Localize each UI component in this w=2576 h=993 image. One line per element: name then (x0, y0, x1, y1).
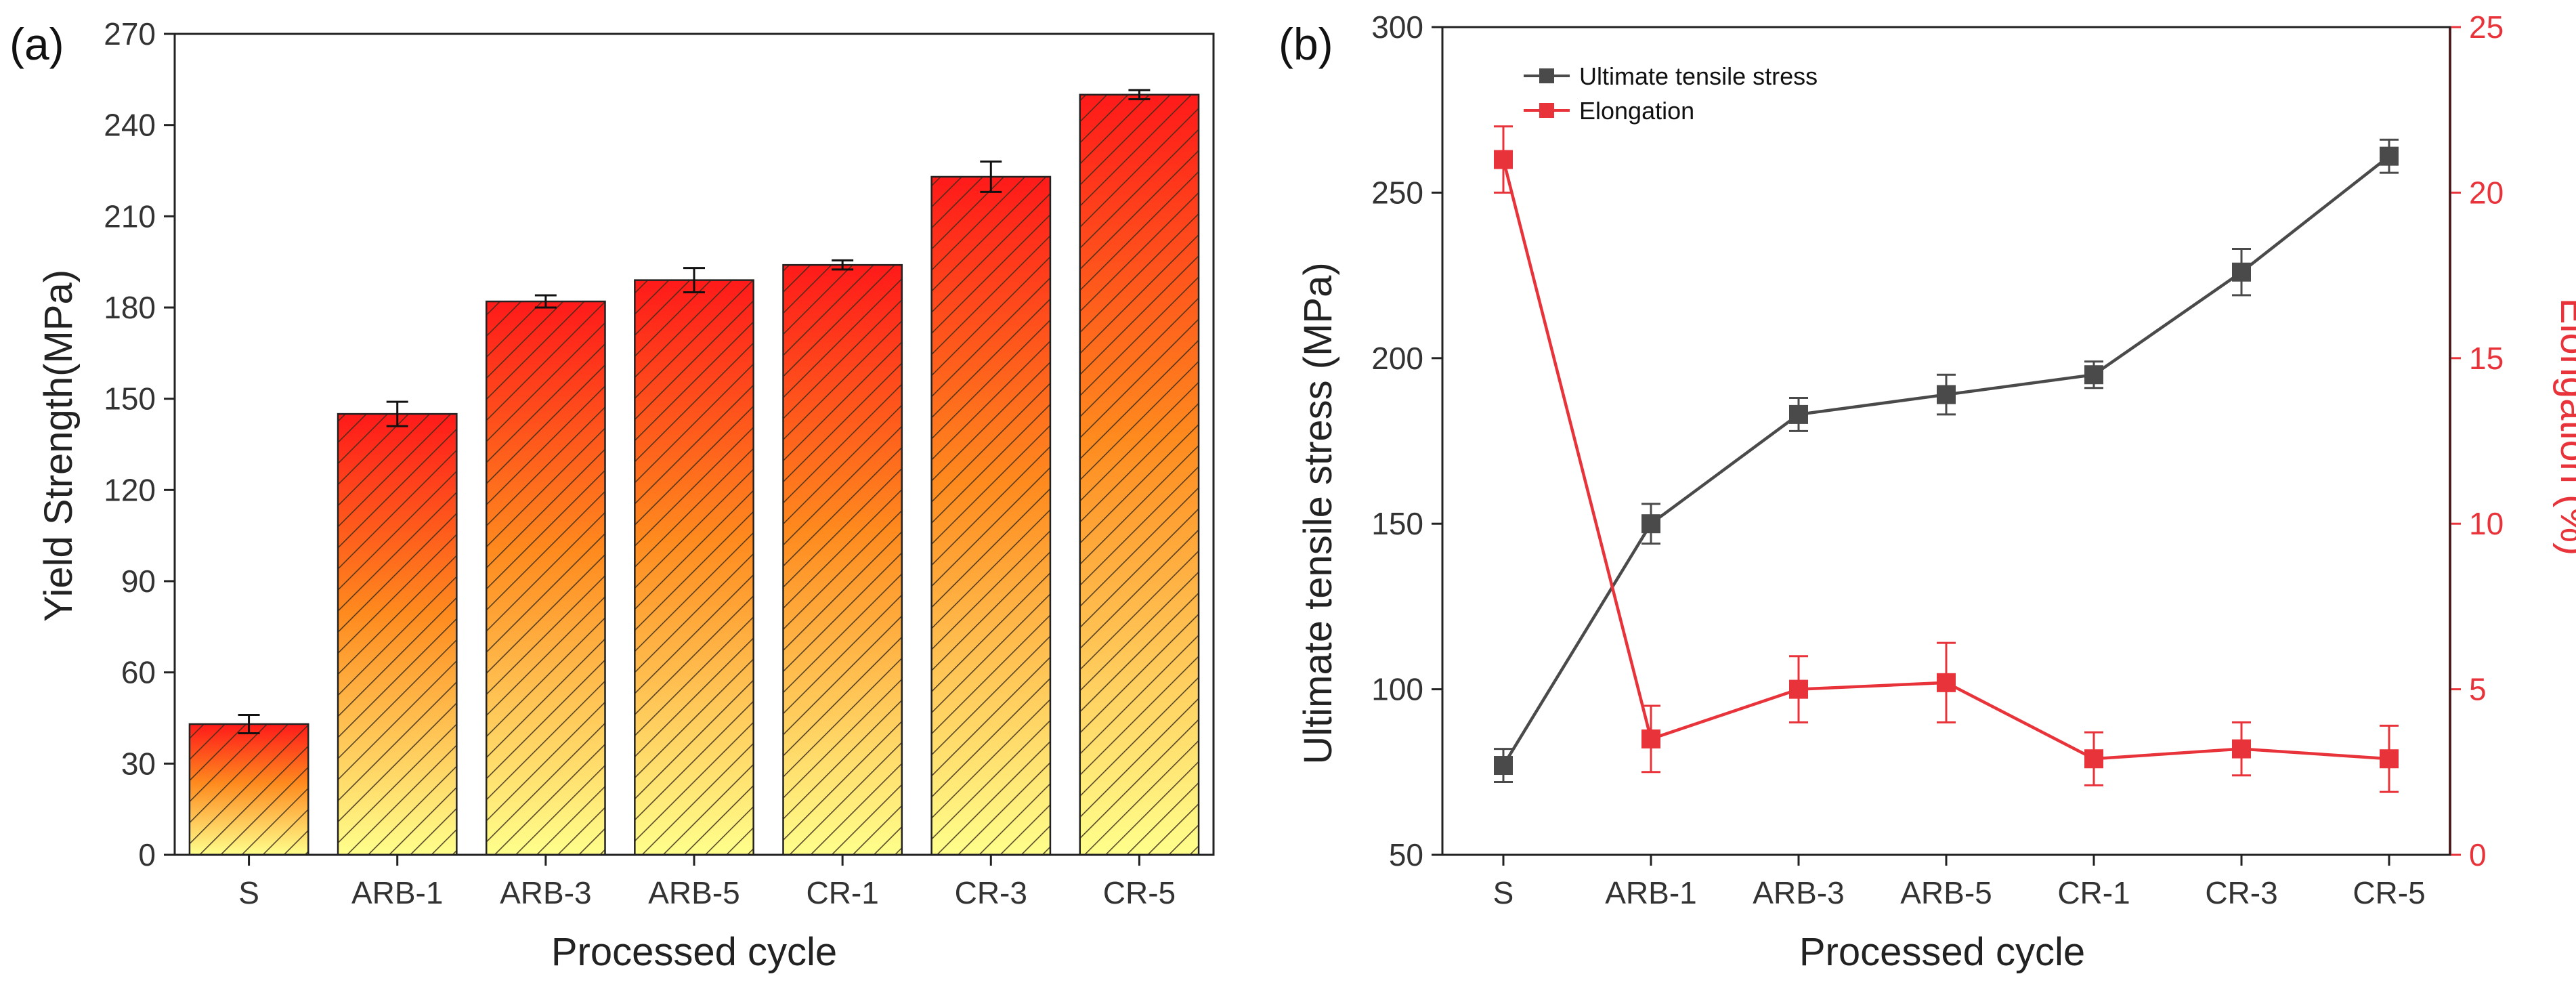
panel-b-x-tick-label: S (1493, 875, 1514, 910)
panel-a-y-tick-label: 150 (104, 381, 156, 417)
panel-b-right-tick-label: 5 (2469, 672, 2487, 707)
panel-b-x-tick-label: ARB-3 (1753, 875, 1844, 910)
panel-a-y-tick-label: 240 (104, 108, 156, 143)
panel-b-left-axis-title: Ultimate tensile stress (MPa) (1296, 262, 1340, 764)
panel-a-plot-frame (173, 33, 1215, 856)
legend-uts-label: Ultimate tensile stress (1579, 62, 1818, 90)
bar-hatch (338, 414, 457, 855)
panel-b-left-tick-label: 100 (1371, 672, 1423, 707)
panel-b-x-axis-title: Processed cycle (1799, 930, 2085, 974)
bar-arb-5 (634, 279, 754, 856)
bar-cr-5 (1079, 93, 1200, 856)
bar-hatch (635, 280, 754, 855)
panel-b-right-tick-label: 10 (2469, 506, 2504, 541)
panel-a-y-axis-title: Yield Strength(MPa) (37, 270, 81, 622)
panel-a-x-tick-label: ARB-1 (351, 875, 443, 910)
panel-b-right-tick-label: 15 (2469, 341, 2504, 376)
panel-b-label: (b) (1279, 19, 1333, 69)
bar-arb-3 (485, 300, 606, 856)
data-point (1937, 385, 1956, 404)
panel-b-right-tick-label: 20 (2469, 175, 2504, 210)
bar-hatch (1079, 94, 1199, 855)
panel-b-x-tick-label: CR-5 (2353, 875, 2425, 910)
panel-a-x-tick-label: CR-3 (955, 875, 1027, 910)
panel-a-y-tick-label: 90 (121, 564, 156, 599)
data-point (1789, 404, 1808, 424)
panel-a-x-axis-title: Processed cycle (551, 930, 837, 974)
panel-a-x-tick-label: ARB-3 (500, 875, 591, 910)
data-point (1494, 756, 1513, 776)
data-point (1494, 150, 1513, 169)
panel-a-y-tick-label: 270 (104, 16, 156, 51)
legend-elongation-marker (1539, 103, 1554, 118)
data-point (1789, 679, 1808, 699)
series-ultimate-tensile-stress (1494, 138, 2399, 783)
panel-a-x-tick-label: S (238, 875, 259, 910)
data-point (1641, 729, 1660, 748)
data-point (1937, 673, 1956, 692)
data-point (2232, 262, 2251, 282)
panel-a-y-tick-label: 210 (104, 198, 156, 234)
panel-b-left-tick-label: 50 (1389, 837, 1423, 872)
series-elongation (1494, 125, 2399, 793)
panel-a-y-tick-label: 120 (104, 472, 156, 507)
panel-b-x-tick-label: ARB-1 (1605, 875, 1696, 910)
bar-arb-1 (337, 413, 458, 856)
panel-a-x-tick-label: CR-5 (1103, 875, 1176, 910)
bar-cr-3 (930, 175, 1052, 856)
panel-a-x-tick-label: ARB-5 (648, 875, 739, 910)
data-point (2084, 749, 2103, 769)
panel-b-right-tick-label: 0 (2469, 837, 2487, 872)
panel-b-legend: Ultimate tensile stress Elongation (1524, 62, 1818, 125)
data-point (2232, 739, 2251, 759)
bar-hatch (783, 265, 902, 855)
data-point (2380, 749, 2399, 769)
panel-b-left-tick-label: 250 (1371, 175, 1423, 210)
bar-cr-1 (782, 263, 903, 856)
panel-b-x-tick-label: CR-3 (2205, 875, 2277, 910)
legend-elongation-label: Elongation (1579, 97, 1694, 125)
data-point (2084, 365, 2103, 385)
panel-b-right-tick-label: 25 (2469, 9, 2504, 45)
panel-b-plot-frame (1441, 26, 2451, 856)
panel-a-x-tick-label: CR-1 (806, 875, 878, 910)
panel-a-y-tick-label: 180 (104, 290, 156, 325)
panel-b-left-tick-label: 300 (1371, 9, 1423, 45)
panel-a-bar-chart: (a) Yield Strength(MPa) Processed cycle … (9, 16, 1215, 974)
bar-s (188, 723, 309, 856)
panel-b-line-chart: (b) Ultimate tensile stress (MPa) Elonga… (1279, 9, 2576, 974)
bar-hatch (486, 301, 605, 855)
bar-hatch (189, 723, 309, 855)
panel-b-right-axis-title: Elongation (%) (2552, 298, 2576, 555)
panel-b-x-tick-label: ARB-5 (1900, 875, 1992, 910)
panel-b-x-tick-label: CR-1 (2057, 875, 2130, 910)
bar-hatch (931, 176, 1050, 855)
data-point (2380, 146, 2399, 166)
panel-a-label: (a) (9, 19, 64, 69)
data-point (1641, 514, 1660, 534)
panel-a-y-tick-label: 0 (138, 837, 156, 872)
legend-uts-marker (1539, 68, 1554, 83)
panel-a-y-tick-label: 30 (121, 746, 156, 781)
panel-a-y-tick-label: 60 (121, 655, 156, 690)
panel-b-left-tick-label: 200 (1371, 341, 1423, 376)
panel-b-left-tick-label: 150 (1371, 506, 1423, 541)
